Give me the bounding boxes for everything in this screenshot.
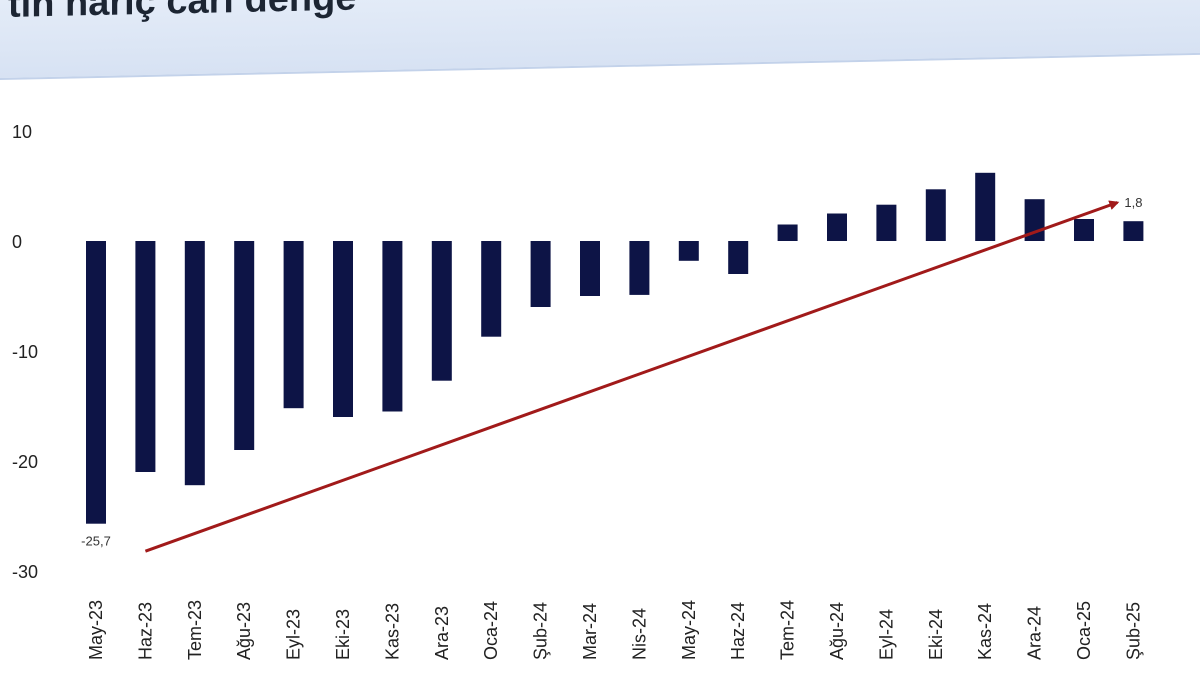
bar xyxy=(283,241,304,409)
x-tick-label: Eki-23 xyxy=(333,609,353,660)
bar xyxy=(333,241,353,417)
bar xyxy=(975,172,996,241)
bar xyxy=(481,241,502,337)
y-tick-label: 10 xyxy=(12,122,32,142)
bar xyxy=(728,241,749,274)
x-tick-label: Ara-23 xyxy=(432,606,452,660)
data-labels: -25,7 1,8 xyxy=(81,195,1142,549)
x-tick-label: Nis-24 xyxy=(629,608,649,660)
bar xyxy=(678,241,699,261)
y-tick-label: -10 xyxy=(12,342,38,362)
x-axis: May-23 Haz-23 Tem-23 Ağu-23 Eyl-23 Eki-23 Kas-… xyxy=(86,600,1143,660)
x-tick-label: Şub-25 xyxy=(1123,602,1143,660)
bar xyxy=(530,241,551,307)
x-tick-label: Oca-25 xyxy=(1074,601,1094,660)
trend-arrow xyxy=(144,200,1120,553)
x-tick-label: Eki-24 xyxy=(926,609,946,660)
x-tick-label: Haz-23 xyxy=(135,602,155,660)
x-tick-label: Eyl-24 xyxy=(876,609,896,660)
x-tick-label: Mar-24 xyxy=(580,603,600,660)
bar xyxy=(382,241,403,412)
x-tick-label: May-23 xyxy=(86,600,106,660)
x-tick-label: Ara-24 xyxy=(1025,606,1045,660)
data-label: -25,7 xyxy=(81,534,111,549)
x-tick-label: Kas-23 xyxy=(382,603,402,660)
x-tick-label: Tem-24 xyxy=(778,600,798,660)
bar xyxy=(580,241,600,296)
y-tick-label: -30 xyxy=(12,562,38,582)
bar xyxy=(234,241,255,450)
x-tick-label: Kas-24 xyxy=(975,603,995,660)
bar xyxy=(629,241,650,295)
y-axis: 10 0 -10 -20 -30 xyxy=(12,122,38,582)
bars xyxy=(86,172,1144,524)
y-tick-label: -20 xyxy=(12,452,38,472)
bar xyxy=(86,241,106,524)
x-tick-label: Haz-24 xyxy=(728,602,748,660)
y-tick-label: 0 xyxy=(12,232,22,252)
bar xyxy=(1074,219,1094,241)
x-tick-label: Ağu-23 xyxy=(234,602,254,660)
bar xyxy=(925,189,946,241)
x-tick-label: Oca-24 xyxy=(481,601,501,660)
bar xyxy=(184,241,205,486)
bar xyxy=(135,241,156,472)
x-tick-label: Tem-23 xyxy=(185,600,205,660)
bar xyxy=(777,224,798,241)
bar xyxy=(827,213,847,241)
trend-line xyxy=(144,200,1120,553)
bar xyxy=(431,241,452,381)
x-tick-label: Eyl-23 xyxy=(284,609,304,660)
x-tick-label: Ağu-24 xyxy=(827,602,847,660)
x-tick-label: May-24 xyxy=(679,600,699,660)
data-label: 1,8 xyxy=(1124,195,1142,210)
x-tick-label: Şub-24 xyxy=(531,602,551,660)
bar xyxy=(876,204,897,241)
bar xyxy=(1123,221,1144,241)
